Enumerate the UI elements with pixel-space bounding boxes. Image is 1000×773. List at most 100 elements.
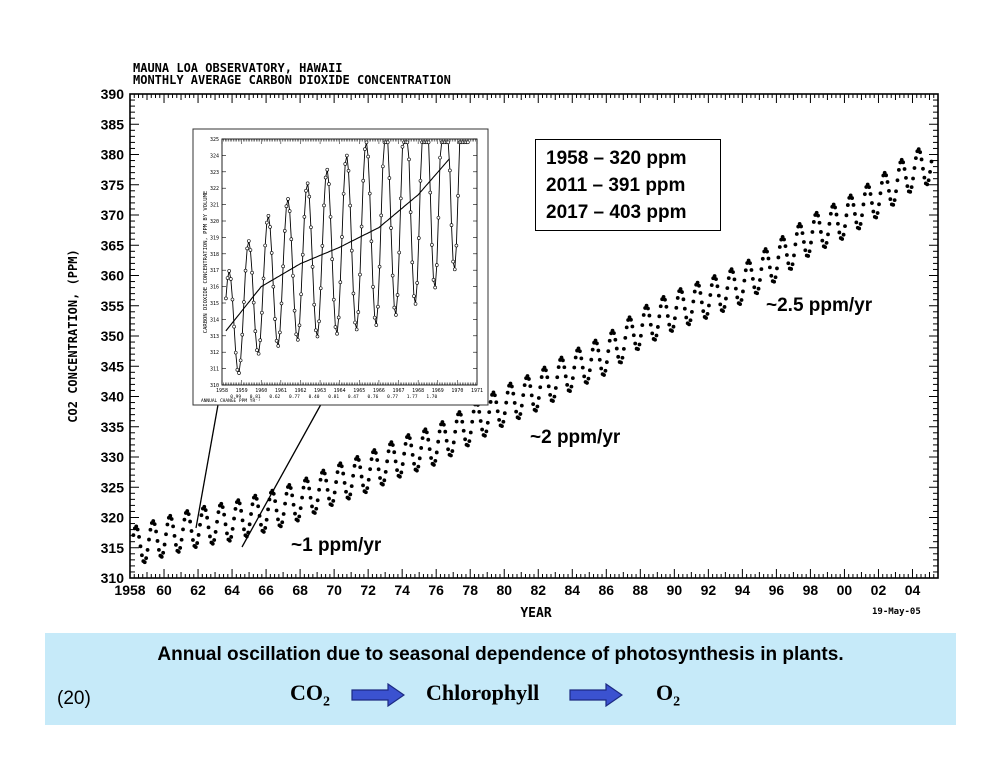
data-point	[678, 287, 683, 291]
data-point	[295, 518, 300, 523]
inset-data-point	[304, 188, 308, 193]
data-point	[665, 314, 670, 318]
data-point	[135, 527, 140, 532]
inset-x-tick-label: 1970	[451, 388, 463, 394]
data-point	[895, 178, 900, 183]
inset-data-point	[227, 269, 231, 273]
y-tick-label: 365	[101, 237, 125, 253]
inset-data-point	[363, 147, 367, 151]
data-point	[701, 309, 706, 314]
rate-annotation-3: ~2.5 ppm/yr	[766, 295, 873, 316]
data-point	[709, 283, 714, 288]
inset-data-point	[436, 215, 441, 220]
data-point	[902, 167, 907, 171]
data-point	[824, 240, 829, 245]
inset-data-point	[340, 235, 344, 239]
data-point	[443, 429, 448, 434]
data-point	[310, 504, 314, 509]
data-point	[301, 485, 306, 490]
inset-annual-change-value: 1.70	[426, 394, 437, 400]
inset-data-point	[225, 276, 230, 280]
data-point	[355, 454, 360, 459]
data-point	[471, 409, 476, 414]
data-point	[743, 268, 748, 273]
date-note: 19-May-05	[872, 607, 921, 617]
data-point	[670, 329, 674, 333]
inset-x-tick-labels: 1958 1959 1960 1961 1962 1963 1964 1965 1966 1967…	[216, 388, 483, 394]
data-point	[429, 456, 433, 460]
data-point	[638, 333, 643, 338]
data-point	[164, 532, 168, 537]
data-point	[539, 375, 544, 379]
data-point	[714, 277, 718, 281]
x-tick-label: 94	[735, 582, 751, 598]
inset-y-tick-label: 324	[210, 153, 219, 159]
data-point	[919, 157, 924, 162]
data-point	[810, 230, 815, 234]
inset-y-tick-label: 323	[210, 170, 219, 176]
data-point	[548, 392, 553, 397]
inset-data-point	[273, 317, 277, 321]
data-point	[278, 524, 283, 529]
data-point	[905, 184, 910, 189]
data-point	[887, 188, 891, 193]
data-point	[365, 486, 370, 491]
data-point	[599, 366, 604, 371]
data-point	[152, 522, 157, 527]
data-point	[324, 478, 329, 483]
data-point	[329, 503, 334, 508]
data-point	[792, 253, 796, 258]
data-point	[647, 313, 652, 318]
data-point	[773, 275, 778, 280]
chart-subtitle: MONTHLY AVERAGE CARBON DIOXIDE CONCENTRA…	[133, 73, 451, 87]
data-point	[341, 471, 346, 476]
data-point	[760, 256, 765, 261]
x-tick-label: 80	[496, 582, 512, 598]
inset-x-tick-label: 1971	[471, 388, 483, 394]
data-point	[623, 335, 628, 340]
inset-data-point	[446, 140, 451, 145]
data-point	[724, 296, 728, 301]
data-point	[793, 242, 798, 247]
data-point	[817, 220, 822, 225]
data-point	[534, 408, 538, 413]
data-point	[519, 403, 524, 408]
inset-annual-change-value: 0.76	[368, 394, 379, 400]
inset-x-tick-label: 1968	[412, 388, 424, 394]
data-point	[346, 496, 351, 501]
stat-line-2011: 2011 – 391 ppm	[546, 175, 686, 196]
x-tick-label: 96	[769, 582, 785, 598]
data-point	[501, 419, 506, 424]
inset-data-point	[353, 320, 357, 325]
data-point	[690, 310, 694, 314]
chart-svg: MAUNA LOA OBSERVATORY, HAWAII MONTHLY AV…	[66, 61, 939, 621]
data-point	[909, 185, 914, 190]
data-point	[578, 349, 582, 354]
data-point	[809, 240, 813, 245]
data-point	[511, 391, 516, 396]
data-point	[687, 322, 691, 327]
inset-data-point	[452, 267, 457, 272]
o2-subscript: 2	[673, 694, 681, 710]
data-point	[159, 554, 164, 559]
data-point	[896, 167, 901, 172]
zoom-connector-bottom	[241, 387, 331, 548]
data-point	[525, 374, 530, 378]
data-point	[273, 499, 278, 504]
data-point	[368, 467, 373, 472]
data-point	[399, 470, 404, 475]
inset-data-point	[377, 264, 382, 269]
inset-y-tick-label: 318	[210, 252, 219, 258]
data-point	[332, 490, 337, 495]
data-point	[512, 401, 517, 405]
data-point	[637, 342, 642, 347]
data-point	[794, 232, 799, 236]
data-point	[420, 436, 425, 441]
data-point	[580, 365, 585, 370]
data-point	[202, 504, 207, 509]
inset-data-point	[264, 220, 269, 225]
data-point	[298, 506, 303, 511]
data-point	[308, 495, 313, 500]
data-point	[870, 201, 874, 205]
data-point	[630, 324, 635, 329]
